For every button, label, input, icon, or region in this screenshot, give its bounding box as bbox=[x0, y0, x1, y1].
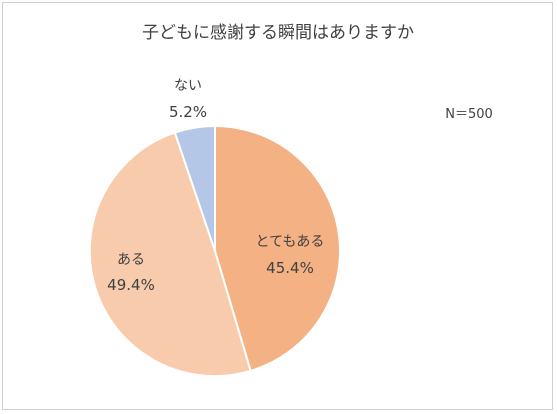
pie-slice-2 bbox=[88, 131, 252, 378]
slice-category-label-1: とてもある bbox=[256, 234, 325, 250]
sample-size-note: N＝500 bbox=[445, 107, 493, 122]
slice-category-label-2: ある bbox=[117, 252, 145, 268]
slice-value-label-1: 45.4% bbox=[266, 259, 314, 277]
chart-title: 子どもに感謝する瞬間はありますか bbox=[142, 23, 414, 43]
slice-labels: とてもある 45.4% ある 49.4% ない 5.2% bbox=[107, 78, 324, 294]
pie-slice-3 bbox=[173, 125, 216, 252]
slice-value-label-2: 49.4% bbox=[107, 276, 155, 294]
pie-slice-1 bbox=[214, 125, 341, 372]
pie-slices bbox=[88, 125, 341, 378]
slice-value-label-3: 5.2% bbox=[169, 103, 207, 121]
slice-category-label-3: ない bbox=[174, 78, 202, 94]
